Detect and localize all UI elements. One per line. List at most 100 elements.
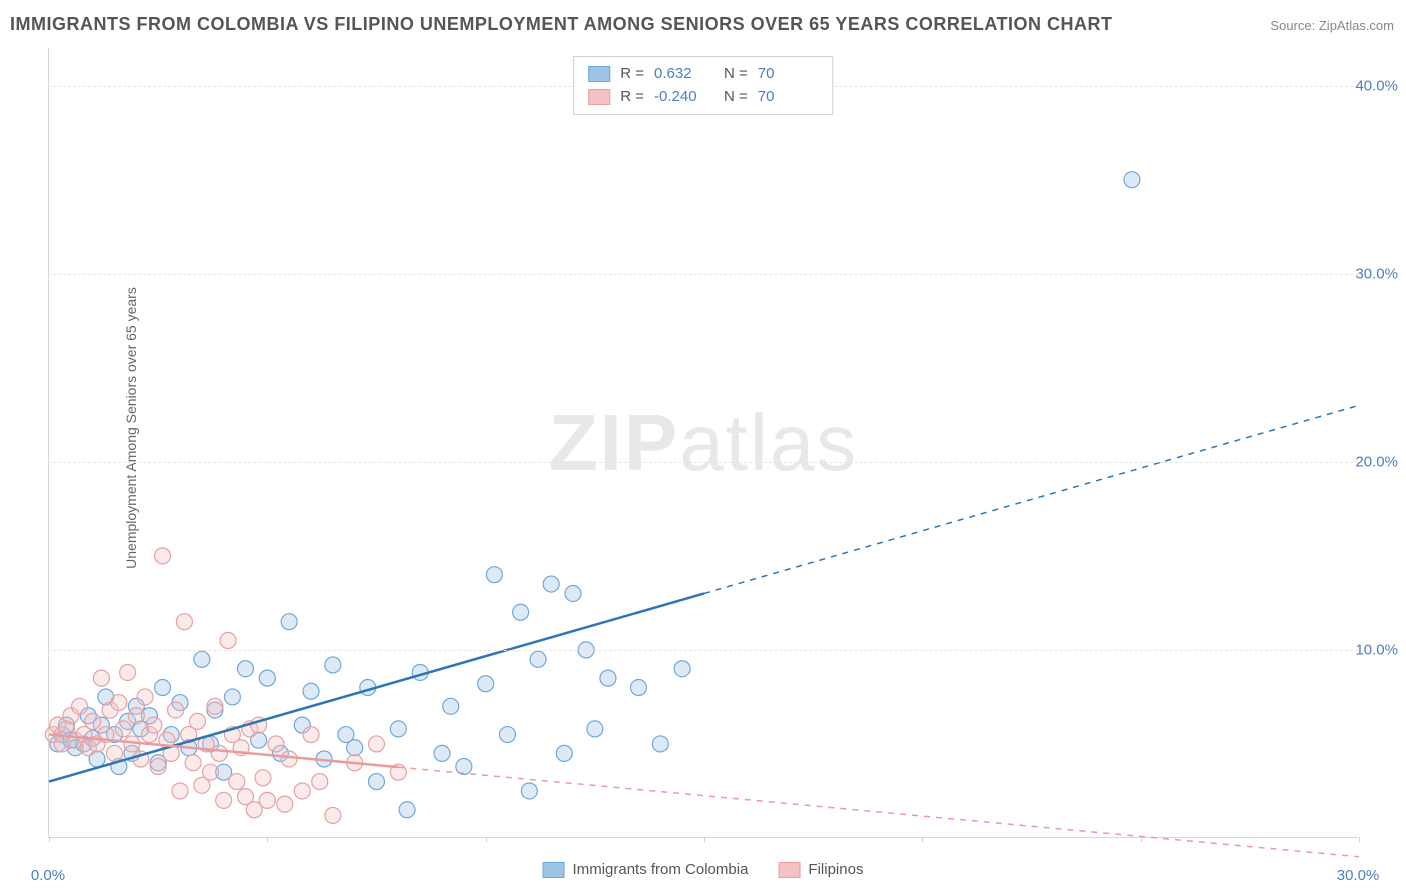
data-point [137, 689, 153, 705]
data-point [631, 680, 647, 696]
data-point [128, 708, 144, 724]
data-point [556, 745, 572, 761]
data-point [107, 745, 123, 761]
data-point [72, 698, 88, 714]
data-point [303, 727, 319, 743]
chart-container: IMMIGRANTS FROM COLOMBIA VS FILIPINO UNE… [0, 0, 1406, 892]
r-value: 0.632 [654, 63, 714, 86]
data-point [216, 792, 232, 808]
data-point [521, 783, 537, 799]
source-attribution: Source: ZipAtlas.com [1270, 18, 1394, 33]
correlation-legend-row: R = -0.240 N = 70 [588, 86, 818, 109]
data-point [674, 661, 690, 677]
x-tick [267, 837, 268, 842]
data-point [486, 567, 502, 583]
n-label: N = [724, 63, 748, 86]
gridline-h [48, 650, 1358, 651]
chart-title: IMMIGRANTS FROM COLOMBIA VS FILIPINO UNE… [10, 14, 1113, 35]
data-point [185, 755, 201, 771]
data-point [369, 774, 385, 790]
data-point [259, 670, 275, 686]
y-tick-label: 10.0% [1355, 641, 1398, 658]
data-point [155, 548, 171, 564]
data-point [587, 721, 603, 737]
correlation-legend-row: R = 0.632 N = 70 [588, 63, 818, 86]
x-tick [486, 837, 487, 842]
data-point [255, 770, 271, 786]
data-point [478, 676, 494, 692]
data-point [155, 680, 171, 696]
source-label: Source: [1270, 18, 1315, 33]
data-point [224, 689, 240, 705]
data-point [513, 604, 529, 620]
data-point [543, 576, 559, 592]
data-point [390, 721, 406, 737]
data-point [238, 661, 254, 677]
data-point [312, 774, 328, 790]
data-point [443, 698, 459, 714]
data-point [434, 745, 450, 761]
data-point [294, 783, 310, 799]
series-legend-label: Filipinos [808, 861, 863, 878]
data-point [1124, 172, 1140, 188]
y-tick-label: 20.0% [1355, 453, 1398, 470]
data-point [600, 670, 616, 686]
correlation-legend: R = 0.632 N = 70 R = -0.240 N = 70 [573, 56, 833, 115]
plot-area: ZIPatlas [48, 48, 1358, 838]
x-tick [49, 837, 50, 842]
n-label: N = [724, 86, 748, 109]
y-tick-label: 40.0% [1355, 77, 1398, 94]
r-label: R = [620, 63, 644, 86]
data-point [172, 783, 188, 799]
series-legend-item: Filipinos [778, 861, 863, 878]
x-tick-label: 0.0% [31, 867, 65, 884]
gridline-h [48, 462, 1358, 463]
legend-swatch [588, 66, 610, 82]
regression-line-dashed [704, 405, 1359, 593]
data-point [211, 745, 227, 761]
series-legend-label: Immigrants from Colombia [573, 861, 749, 878]
data-point [120, 664, 136, 680]
legend-swatch [778, 862, 800, 878]
series-legend-item: Immigrants from Colombia [543, 861, 749, 878]
data-point [347, 740, 363, 756]
data-point [303, 683, 319, 699]
data-point [369, 736, 385, 752]
data-point [189, 713, 205, 729]
data-point [168, 702, 184, 718]
data-point [85, 713, 101, 729]
r-label: R = [620, 86, 644, 109]
x-tick [1359, 837, 1360, 842]
data-point [259, 792, 275, 808]
data-point [281, 751, 297, 767]
y-tick-label: 30.0% [1355, 265, 1398, 282]
r-value: -0.240 [654, 86, 714, 109]
data-point [207, 698, 223, 714]
data-point [281, 614, 297, 630]
gridline-h [48, 274, 1358, 275]
n-value: 70 [758, 86, 818, 109]
data-point [203, 764, 219, 780]
x-tick [922, 837, 923, 842]
data-point [268, 736, 284, 752]
x-tick [704, 837, 705, 842]
regression-line-solid [49, 593, 704, 781]
source-value: ZipAtlas.com [1319, 18, 1394, 33]
data-point [194, 651, 210, 667]
data-point [115, 721, 131, 737]
n-value: 70 [758, 63, 818, 86]
plot-svg [49, 48, 1358, 837]
series-legend: Immigrants from Colombia Filipinos [543, 861, 864, 878]
data-point [93, 670, 109, 686]
data-point [146, 717, 162, 733]
x-tick [1141, 837, 1142, 842]
data-point [565, 585, 581, 601]
data-point [500, 727, 516, 743]
regression-line-dashed [398, 767, 1359, 857]
data-point [325, 807, 341, 823]
data-point [176, 614, 192, 630]
data-point [399, 802, 415, 818]
data-point [652, 736, 668, 752]
data-point [111, 695, 127, 711]
legend-swatch [588, 89, 610, 105]
